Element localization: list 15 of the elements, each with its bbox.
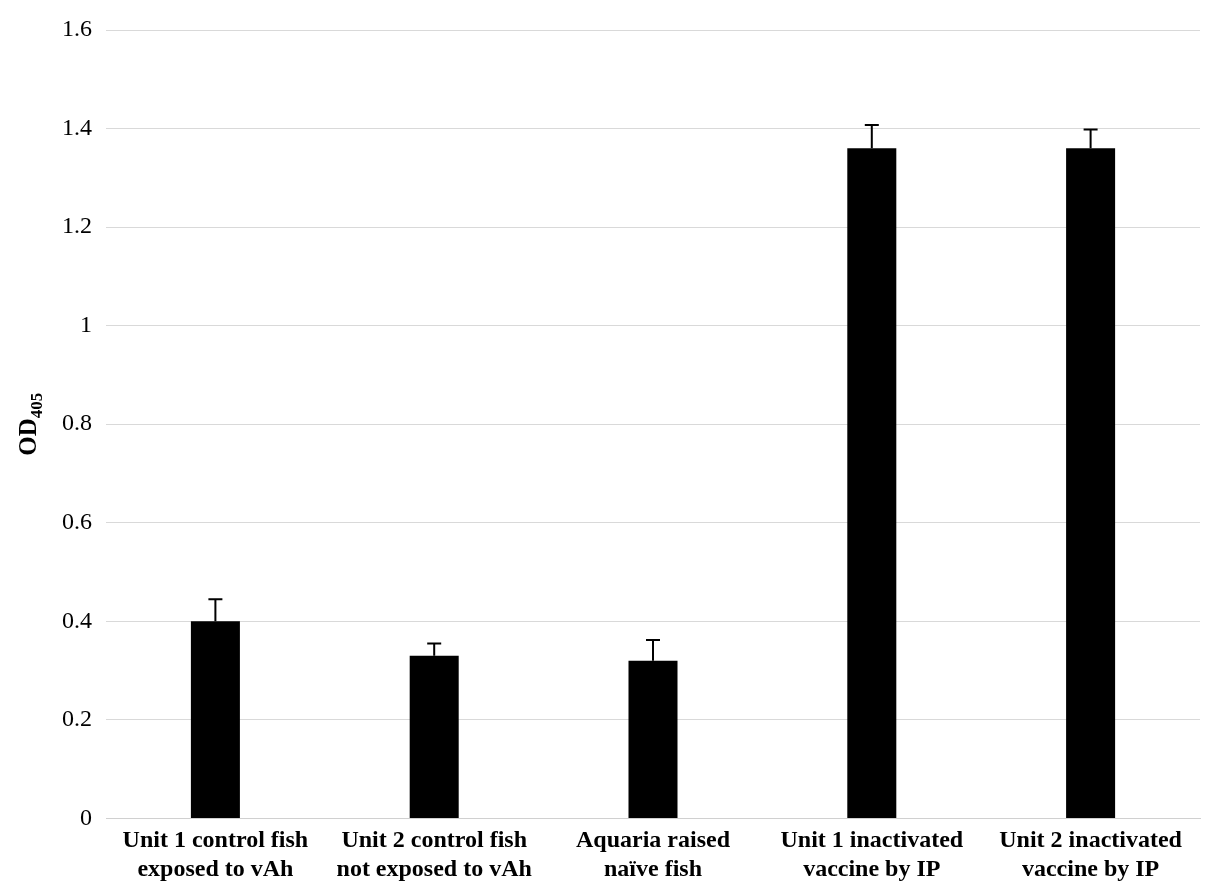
y-axis-title: OD405 <box>14 392 46 456</box>
y-tick-label: 1.2 <box>62 212 92 239</box>
x-tick-label: Unit 2 control fish not exposed to vAh <box>336 826 532 881</box>
y-tick-label: 1 <box>80 310 92 337</box>
x-tick-label: Unit 1 control fish exposed to vAh <box>122 826 309 881</box>
y-tick-label: 0 <box>80 803 92 830</box>
y-tick-label: 0.6 <box>62 508 92 535</box>
y-tick-label: 1.6 <box>62 15 92 42</box>
y-tick-label: 0.2 <box>62 705 92 732</box>
y-tick-label: 1.4 <box>62 113 92 140</box>
x-tick-label: Unit 1 inactivated vaccine by IP <box>780 826 964 881</box>
y-tick-label: 0.8 <box>62 409 92 436</box>
x-tick-label: Unit 2 inactivated vaccine by IP <box>999 826 1183 881</box>
y-tick-label: 0.4 <box>62 606 92 633</box>
x-tick-label: Aquaria raised naïve fish <box>575 826 731 881</box>
